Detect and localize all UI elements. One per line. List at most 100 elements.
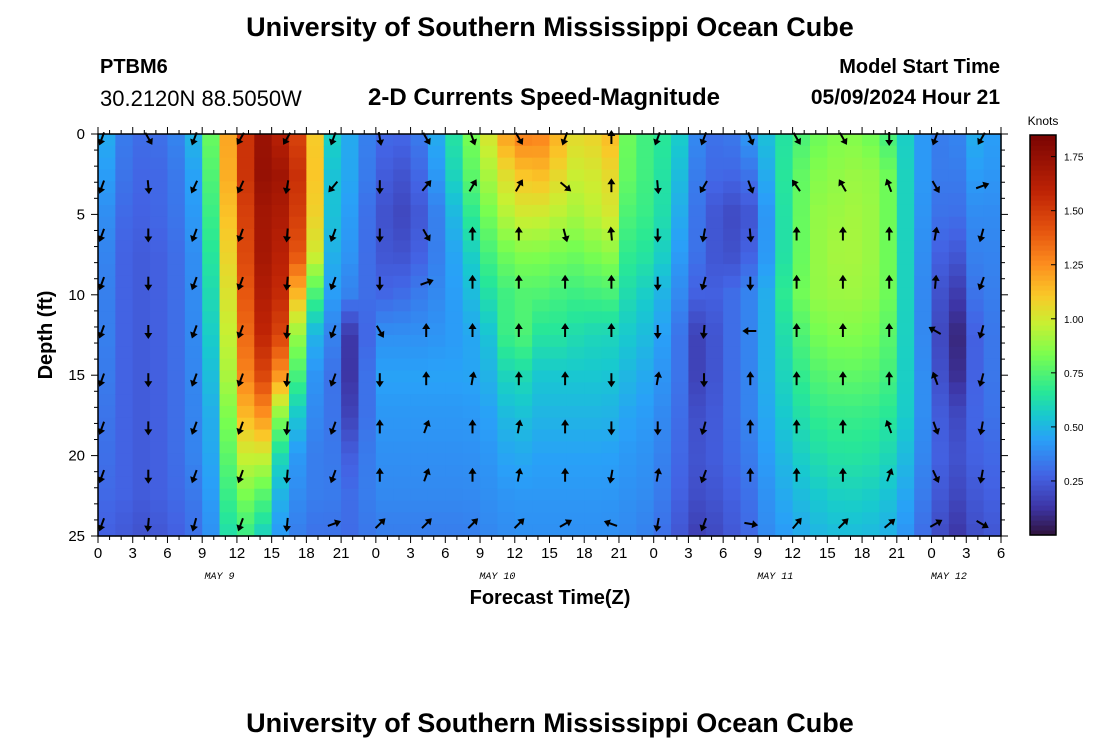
heatmap-cell <box>931 358 950 372</box>
heatmap-cell <box>948 193 967 206</box>
heatmap-cell <box>480 488 499 502</box>
heatmap-cell <box>323 524 342 537</box>
heatmap-cell <box>948 370 967 383</box>
heatmap-cell <box>480 264 499 277</box>
heatmap-cell <box>150 181 169 194</box>
heatmap-cell <box>393 382 412 395</box>
heatmap-cell <box>601 394 620 407</box>
heatmap-cell <box>254 382 273 395</box>
heatmap-cell <box>236 453 255 466</box>
heatmap-cell <box>618 134 637 147</box>
heatmap-cell <box>896 394 915 407</box>
heatmap-cell <box>514 157 533 171</box>
heatmap-cell <box>427 240 446 253</box>
heatmap-cell <box>393 145 412 159</box>
heatmap-cell <box>98 240 116 253</box>
heatmap-cell <box>948 287 967 301</box>
heatmap-cell <box>236 500 255 513</box>
heatmap-cell <box>167 512 186 525</box>
heatmap-cell <box>445 524 464 537</box>
heatmap-cell <box>618 216 637 230</box>
heatmap-cell <box>219 157 238 171</box>
heatmap-cell <box>618 145 637 159</box>
heatmap-cell <box>827 476 846 490</box>
heatmap-cell <box>236 169 255 182</box>
current-arrow <box>468 467 477 482</box>
heatmap-cell <box>618 275 637 289</box>
heatmap-cell <box>792 181 811 194</box>
colorbar-band <box>1030 250 1056 256</box>
heatmap-cell <box>827 193 846 206</box>
current-arrow <box>329 469 337 484</box>
y-axis-title: Depth (ft) <box>35 291 57 380</box>
heatmap-cell <box>809 358 828 372</box>
heatmap-cell <box>584 524 603 537</box>
heatmap-cell <box>809 500 828 513</box>
heatmap-cell <box>549 382 568 395</box>
heatmap-cell <box>445 465 464 478</box>
heatmap-cell <box>184 323 203 336</box>
heatmap-cell <box>844 476 863 490</box>
heatmap-cell <box>427 476 446 490</box>
heatmap-cell <box>653 287 672 301</box>
heatmap-cell <box>306 193 325 206</box>
current-arrow <box>375 276 384 291</box>
heatmap-cell <box>584 465 603 478</box>
heatmap-cell <box>914 193 933 206</box>
heatmap-cell <box>445 346 464 360</box>
heatmap-cell <box>323 417 342 431</box>
colorbar-band <box>1030 185 1056 191</box>
heatmap-cell <box>879 453 898 466</box>
heatmap-cell <box>792 193 811 206</box>
current-arrow <box>327 519 342 527</box>
heatmap-cell <box>289 145 307 159</box>
heatmap-cell <box>618 524 637 537</box>
heatmap-cell <box>202 216 221 230</box>
heatmap-cell <box>688 346 707 360</box>
heatmap-cell <box>757 299 776 312</box>
heatmap-cell <box>497 429 516 443</box>
heatmap-cell <box>584 216 603 230</box>
heatmap-cell <box>271 264 290 277</box>
heatmap-cell <box>948 476 967 490</box>
heatmap-cell <box>827 169 846 182</box>
heatmap-cell <box>375 346 394 360</box>
heatmap-cell <box>775 287 794 301</box>
heatmap-cell <box>931 145 950 159</box>
heatmap-cell <box>705 358 724 372</box>
heatmap-cell <box>254 134 273 147</box>
colorbar-band <box>1030 270 1056 276</box>
heatmap-cell <box>167 287 186 301</box>
heatmap-cell <box>549 299 568 312</box>
current-arrow <box>838 371 847 386</box>
current-arrow <box>282 180 291 195</box>
heatmap-cell <box>775 252 794 265</box>
heatmap-cell <box>549 335 568 348</box>
heatmap-cell <box>671 405 690 419</box>
heatmap-cell <box>445 216 464 230</box>
current-arrow <box>328 180 339 193</box>
heatmap-cell <box>896 488 915 502</box>
heatmap-cell <box>809 417 828 431</box>
heatmap-cell <box>601 382 620 395</box>
heatmap-cell <box>167 252 186 265</box>
heatmap-cell <box>653 204 672 218</box>
heatmap-cell <box>341 488 360 502</box>
current-arrow <box>975 181 990 190</box>
heatmap-cell <box>809 335 828 348</box>
heatmap-cell <box>219 287 238 301</box>
heatmap-cell <box>705 441 724 454</box>
heatmap-cell <box>219 299 238 312</box>
heatmap-cell <box>653 216 672 230</box>
heatmap-cell <box>914 417 933 431</box>
heatmap-cell <box>150 169 169 182</box>
heatmap-cell <box>358 465 377 478</box>
heatmap-cell <box>410 204 429 218</box>
heatmap-cell <box>723 453 742 466</box>
heatmap-cell <box>341 181 360 194</box>
x-tick-label: 6 <box>997 545 1005 562</box>
current-arrow <box>97 421 106 435</box>
heatmap-cell <box>740 169 759 182</box>
heatmap-cell <box>879 441 898 454</box>
heatmap-cell <box>375 370 394 383</box>
